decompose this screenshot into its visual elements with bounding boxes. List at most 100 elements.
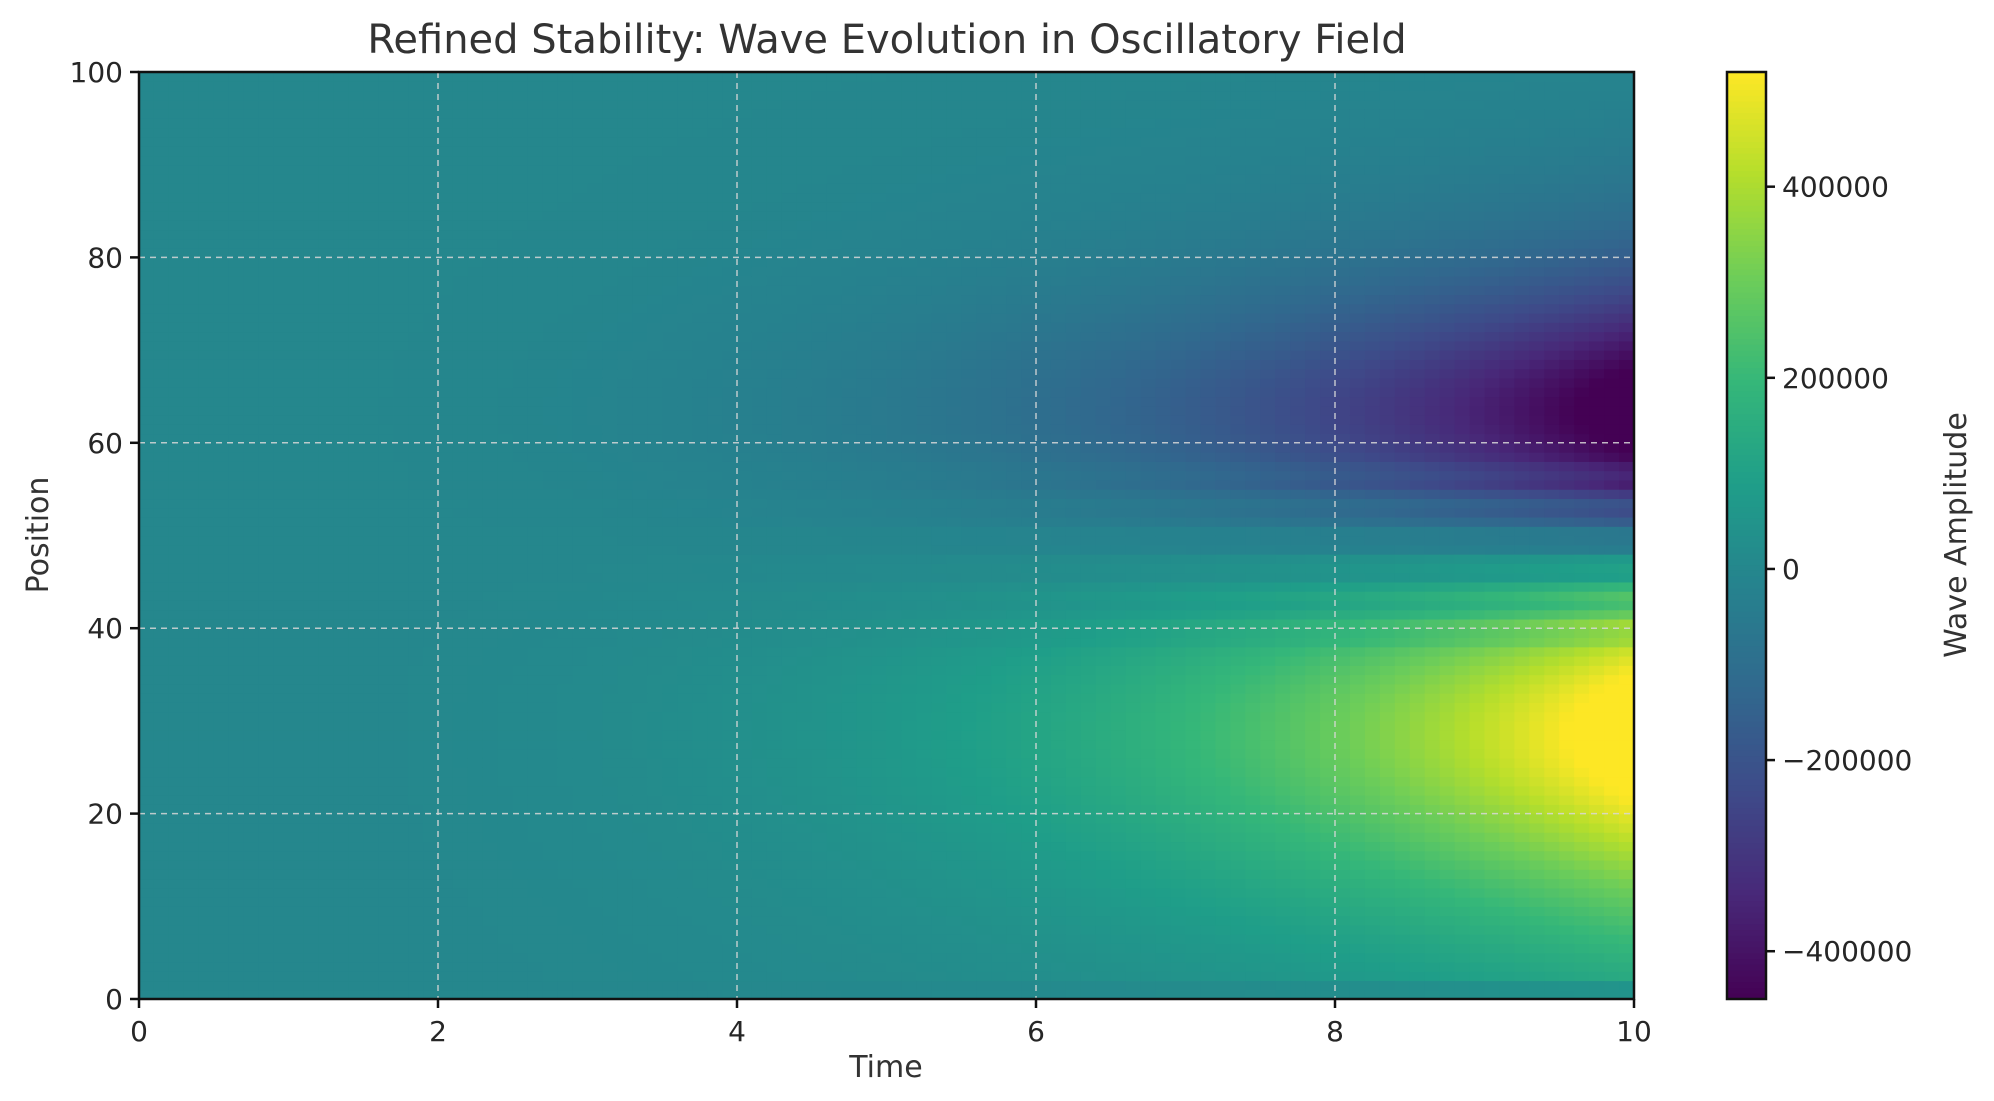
- heatmap-cell: [153, 609, 170, 620]
- heatmap-cell: [303, 183, 319, 194]
- heatmap-cell: [677, 424, 693, 435]
- heatmap-cell: [707, 609, 723, 620]
- heatmap-cell: [363, 915, 379, 926]
- heatmap-cell: [228, 739, 245, 750]
- heatmap-cell: [348, 656, 364, 666]
- heatmap-cell: [467, 637, 484, 648]
- heatmap-cell: [811, 859, 828, 870]
- heatmap-cell: [587, 934, 604, 944]
- heatmap-cell: [273, 424, 290, 435]
- heatmap-cell: [856, 72, 873, 82]
- heatmap-cell: [856, 433, 873, 444]
- heatmap-cell: [153, 424, 170, 435]
- heatmap-cell: [512, 396, 529, 407]
- heatmap-cell: [796, 813, 813, 824]
- heatmap-cell: [737, 248, 753, 258]
- heatmap-cell: [811, 516, 828, 527]
- heatmap-cell: [512, 489, 529, 500]
- heatmap-cell: [273, 322, 290, 333]
- heatmap-cell: [228, 720, 245, 731]
- heatmap-cell: [318, 479, 334, 490]
- heatmap-cell: [542, 628, 559, 639]
- heatmap-cell: [243, 720, 260, 731]
- heatmap-cell: [781, 720, 798, 731]
- heatmap-cell: [168, 313, 185, 323]
- heatmap-cell: [766, 693, 783, 703]
- heatmap-cell: [318, 248, 334, 258]
- heatmap-cell: [707, 554, 723, 564]
- heatmap-cell: [557, 470, 574, 481]
- heatmap-cell: [811, 961, 828, 972]
- heatmap-cell: [228, 266, 245, 277]
- heatmap-cell: [198, 980, 215, 991]
- heatmap-cell: [811, 665, 828, 676]
- heatmap-cell: [707, 850, 723, 861]
- heatmap-cell: [632, 433, 648, 444]
- heatmap-cell: [467, 294, 484, 305]
- heatmap-cell: [856, 266, 873, 277]
- heatmap-cell: [303, 359, 319, 370]
- heatmap-cell: [482, 99, 499, 110]
- heatmap-cell: [856, 220, 873, 231]
- heatmap-cell: [811, 748, 828, 759]
- heatmap-cell: [841, 433, 858, 444]
- heatmap-cell: [348, 572, 364, 583]
- heatmap-cell: [527, 572, 544, 583]
- heatmap-cell: [497, 90, 514, 101]
- heatmap-cell: [452, 795, 469, 805]
- heatmap-cell: [348, 665, 364, 676]
- heatmap-cell: [198, 118, 215, 129]
- heatmap-cell: [632, 859, 648, 870]
- heatmap-cell: [288, 748, 305, 759]
- heatmap-cell: [258, 961, 275, 972]
- heatmap-cell: [707, 414, 723, 425]
- heatmap-cell: [871, 340, 888, 351]
- heatmap-cell: [363, 804, 379, 815]
- heatmap-cell: [438, 776, 454, 787]
- heatmap-cell: [766, 906, 783, 917]
- heatmap-cell: [871, 359, 888, 370]
- heatmap-cell: [512, 693, 529, 703]
- heatmap-cell: [318, 961, 334, 972]
- heatmap-cell: [393, 952, 409, 963]
- heatmap-cell: [408, 720, 424, 731]
- heatmap-cell: [527, 730, 544, 741]
- heatmap-cell: [871, 600, 888, 611]
- heatmap-cell: [796, 683, 813, 694]
- heatmap-cell: [557, 350, 574, 360]
- heatmap-cell: [826, 285, 843, 296]
- heatmap-cell: [602, 628, 618, 639]
- heatmap-cell: [497, 943, 514, 954]
- heatmap-cell: [557, 516, 574, 527]
- heatmap-cell: [632, 887, 648, 898]
- heatmap-cell: [856, 489, 873, 500]
- heatmap-cell: [139, 146, 155, 157]
- heatmap-cell: [677, 878, 693, 889]
- heatmap-cell: [871, 516, 888, 527]
- heatmap-cell: [228, 173, 245, 184]
- heatmap-cell: [393, 581, 409, 592]
- heatmap-cell: [662, 730, 678, 741]
- heatmap-cell: [871, 581, 888, 592]
- heatmap-cell: [393, 544, 409, 555]
- heatmap-cell: [766, 961, 783, 972]
- heatmap-cell: [139, 591, 155, 601]
- heatmap-cell: [662, 832, 678, 843]
- heatmap-cell: [139, 702, 155, 713]
- heatmap-cell: [707, 424, 723, 435]
- heatmap-cell: [423, 554, 439, 564]
- heatmap-cell: [452, 628, 469, 639]
- heatmap-cell: [632, 924, 648, 935]
- heatmap-cell: [228, 693, 245, 703]
- heatmap-cell: [243, 646, 260, 657]
- heatmap-cell: [198, 665, 215, 676]
- heatmap-cell: [781, 961, 798, 972]
- heatmap-cell: [168, 952, 185, 963]
- heatmap-cell: [438, 322, 454, 333]
- heatmap-cell: [766, 859, 783, 870]
- heatmap-cell: [243, 507, 260, 518]
- heatmap-cell: [153, 730, 170, 741]
- heatmap-cell: [766, 72, 783, 82]
- heatmap-cell: [198, 906, 215, 917]
- heatmap-cell: [647, 591, 663, 601]
